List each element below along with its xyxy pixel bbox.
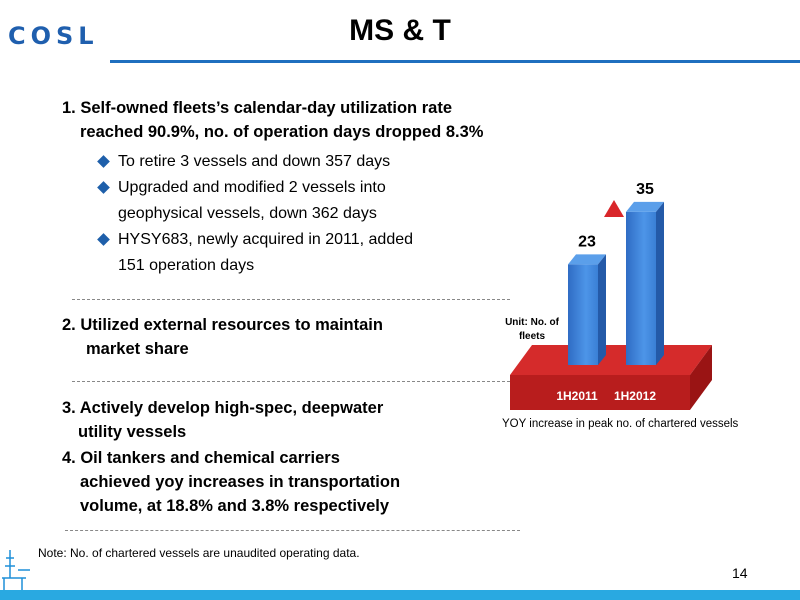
bullet-3-line1: HYSY683, newly acquired in 2011, added	[118, 231, 414, 248]
page-number: 14	[732, 565, 748, 581]
section-3-line1: 3. Actively develop high-spec, deepwater	[62, 399, 384, 417]
divider-1	[72, 299, 510, 300]
footnote: Note: No. of chartered vessels are unaud…	[38, 546, 360, 560]
bar-value-label: 35	[636, 181, 654, 198]
chart-base-right-side	[690, 345, 712, 410]
bullet-1-line1: To retire 3 vessels and down 357 days	[118, 153, 391, 170]
oil-rig-icon	[2, 550, 30, 590]
chartered-vessels-bar-chart: 23 35 1H2011 1H2012	[510, 181, 712, 410]
diamond-bullet-icon	[97, 181, 110, 194]
category-label: 1H2012	[614, 389, 656, 403]
section-4-line1: 4. Oil tankers and chemical carriers	[62, 449, 340, 467]
bar-1H2011	[568, 254, 606, 365]
section-4: 4. Oil tankers and chemical carriers ach…	[62, 446, 502, 518]
section-4-line2: achieved yoy increases in transportation	[80, 473, 401, 491]
section-1-heading-line1: 1. Self-owned fleets’s calendar-day util…	[62, 99, 452, 117]
bar-value-label: 23	[578, 233, 596, 250]
chart-caption: YOY increase in peak no. of chartered ve…	[502, 418, 739, 430]
diamond-bullet-icon	[97, 233, 110, 246]
chart-unit-label-line1: Unit: No. of	[505, 317, 559, 328]
section-2-line2: market share	[86, 340, 189, 358]
divider-3	[65, 530, 520, 531]
section-4-line3: volume, at 18.8% and 3.8% respectively	[80, 497, 390, 515]
diamond-bullet-icon	[97, 155, 110, 168]
chart-base-top	[510, 345, 712, 375]
bullet-2-line2: geophysical vessels, down 362 days	[118, 205, 377, 222]
title-underline	[110, 60, 800, 63]
bullet-item-2: Upgraded and modified 2 vessels into geo…	[96, 175, 496, 227]
section-3-line2: utility vessels	[78, 423, 187, 441]
section-2: 2. Utilized external resources to mainta…	[62, 313, 482, 361]
bullet-2-line1: Upgraded and modified 2 vessels into	[118, 179, 386, 196]
footer-bar	[0, 590, 800, 600]
page-title: MS & T	[349, 14, 451, 47]
section-1-heading-line2: reached 90.9%, no. of operation days dro…	[80, 123, 484, 141]
bullet-item-3: HYSY683, newly acquired in 2011, added 1…	[96, 227, 496, 279]
bar-1H2012	[626, 201, 664, 365]
section-2-number: 2.	[62, 316, 76, 334]
chart-unit-label: Unit: No. of fleets	[498, 316, 566, 344]
section-2-line1: Utilized external resources to maintain	[80, 316, 383, 334]
category-label: 1H2011	[556, 389, 598, 403]
chart-base-front	[510, 375, 690, 410]
section-3: 3. Actively develop high-spec, deepwater…	[62, 396, 502, 444]
bullet-3-line2: 151 operation days	[118, 257, 255, 274]
up-triangle-icon	[604, 200, 624, 217]
section-1-bullet-list: To retire 3 vessels and down 357 days Up…	[96, 149, 496, 279]
bullet-item-1: To retire 3 vessels and down 357 days	[96, 149, 496, 175]
divider-2	[72, 381, 510, 382]
section-1: 1. Self-owned fleets’s calendar-day util…	[62, 96, 532, 144]
cosl-logo: COSL	[8, 22, 99, 50]
chart-unit-label-line2: fleets	[518, 331, 546, 342]
